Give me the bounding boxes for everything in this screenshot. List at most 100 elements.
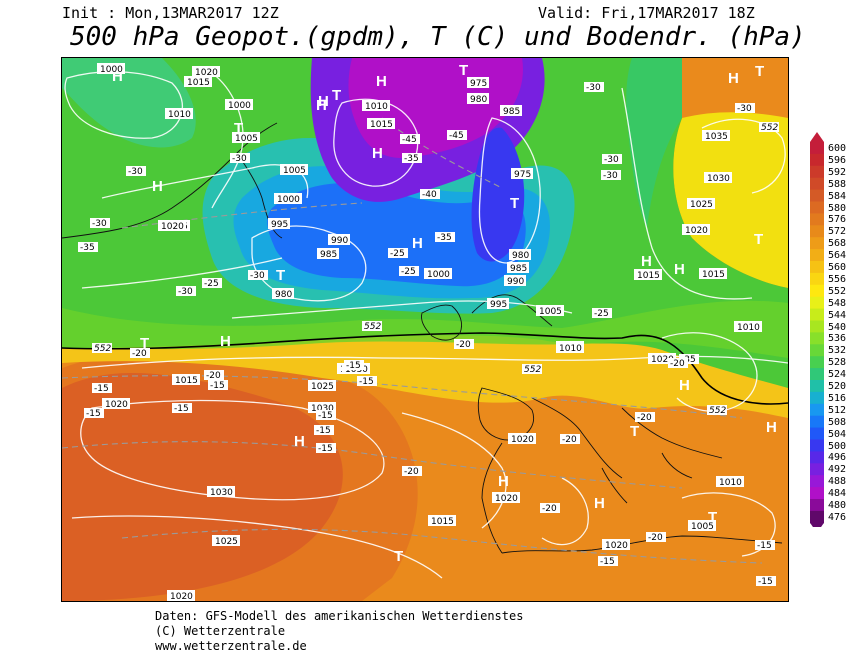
scale-label: 532 (828, 345, 847, 357)
svg-text:-30: -30 (92, 219, 107, 229)
svg-text:-20: -20 (670, 359, 685, 369)
high-label: H (376, 73, 387, 90)
svg-text:-15: -15 (316, 426, 331, 436)
svg-text:1005: 1005 (235, 134, 258, 144)
pressure-label: 1010 (734, 321, 762, 333)
scale-swatch (810, 296, 824, 310)
low-label: T (140, 335, 149, 352)
scale-label: 508 (828, 416, 847, 428)
scale-label: 492 (828, 464, 847, 476)
high-label: H (728, 70, 739, 87)
scale-swatch (810, 499, 824, 512)
yellow-ne (673, 112, 788, 288)
svg-text:552: 552 (761, 123, 778, 133)
svg-text:1010: 1010 (365, 102, 388, 112)
temperature-label: -15 (344, 360, 364, 371)
pressure-label: 975 (511, 168, 533, 180)
pressure-label: 1015 (428, 515, 456, 527)
svg-text:-35: -35 (404, 154, 419, 164)
pressure-label: 1020 (192, 66, 220, 78)
pressure-label: 1010 (362, 100, 390, 112)
scale-swatch (810, 225, 824, 238)
svg-text:552: 552 (94, 344, 111, 354)
svg-text:1030: 1030 (311, 404, 334, 414)
scale-label: 484 (828, 488, 847, 500)
scale-label: 520 (828, 381, 847, 392)
svg-text:1025: 1025 (690, 200, 713, 210)
pressure-label: 1005 (232, 132, 260, 144)
svg-text:-35: -35 (437, 233, 452, 243)
scale-swatch (810, 391, 824, 405)
scale-label: 548 (828, 297, 847, 309)
temperature-label: -15 (84, 408, 104, 419)
pressure-label: 1030 (207, 486, 235, 498)
pressure-label: 1020 (492, 492, 520, 504)
scale-label: 540 (828, 321, 847, 333)
svg-text:1015: 1015 (187, 78, 210, 88)
svg-text:975: 975 (470, 79, 487, 89)
scale-label: 528 (828, 357, 847, 369)
scale-swatch (810, 356, 824, 369)
high-label: H (294, 433, 305, 450)
high-label: H (412, 235, 423, 252)
scale-swatch (810, 415, 824, 429)
pressure-label: 990 (328, 234, 350, 246)
high-label: H (498, 473, 509, 490)
pressure-label: 985 (317, 248, 339, 260)
svg-text:552: 552 (364, 322, 381, 332)
high-markers: H H H H H H H H H H H H H H H H (112, 68, 777, 512)
scale-swatch (810, 403, 824, 417)
scale-label: 476 (828, 511, 847, 523)
svg-text:-20: -20 (562, 435, 577, 445)
svg-text:1020: 1020 (651, 355, 674, 365)
scale-label: 488 (828, 476, 847, 488)
scale-label: 556 (828, 273, 847, 285)
svg-text:-20: -20 (542, 504, 557, 514)
temperature-label: -15 (316, 410, 336, 421)
scale-swatch (810, 451, 824, 464)
svg-text:1000: 1000 (100, 65, 123, 75)
nw-area (62, 58, 196, 148)
temperature-label: -20 (668, 358, 688, 369)
temperature-label: -20 (204, 370, 224, 381)
svg-text:-45: -45 (402, 135, 417, 145)
scale-swatch (810, 284, 824, 298)
scale-label: 560 (828, 262, 847, 273)
temperature-label: -35 (679, 354, 699, 365)
scale-swatch (810, 380, 824, 393)
temperature-label: -15 (357, 376, 377, 387)
svg-text:-30: -30 (604, 155, 619, 165)
temperature-label: -20 (130, 348, 150, 359)
pressure-label: 1020 (102, 398, 130, 410)
scale-label: 552 (828, 285, 847, 297)
scale-label: 480 (828, 500, 847, 511)
low-markers: T T T T T T T T T T T (140, 62, 764, 565)
svg-text:-20: -20 (404, 467, 419, 477)
scale-swatch (810, 213, 824, 226)
temperature-label: -30 (601, 170, 621, 181)
svg-text:-20: -20 (132, 349, 147, 359)
svg-text:-40: -40 (422, 190, 437, 200)
low-label: T (459, 62, 468, 79)
pressure-label: 975 (467, 77, 489, 89)
svg-text:1020: 1020 (170, 592, 193, 601)
pressure-label: 1000 (225, 99, 253, 111)
pressure-label: 1025 (687, 198, 715, 210)
scale-label: 588 (828, 178, 847, 190)
cold-lobe (471, 127, 525, 262)
website-link[interactable]: www.wetterzentrale.de (155, 639, 307, 653)
temperature-label: -30 (602, 154, 622, 165)
svg-text:-45: -45 (449, 131, 464, 141)
svg-text:985: 985 (320, 250, 337, 260)
scale-swatch (810, 475, 824, 488)
temperature-label: -15 (598, 556, 618, 567)
svg-text:1020: 1020 (685, 226, 708, 236)
scale-swatch (810, 427, 824, 440)
svg-text:985: 985 (503, 107, 520, 117)
scale-arrow-bottom (810, 522, 824, 533)
svg-text:-15: -15 (757, 541, 772, 551)
valid-time: Valid: Fri,17MAR2017 18Z (538, 4, 755, 22)
scale-label: 572 (828, 226, 847, 238)
svg-text:1015: 1015 (637, 271, 660, 281)
temperature-label: -20 (540, 503, 560, 514)
